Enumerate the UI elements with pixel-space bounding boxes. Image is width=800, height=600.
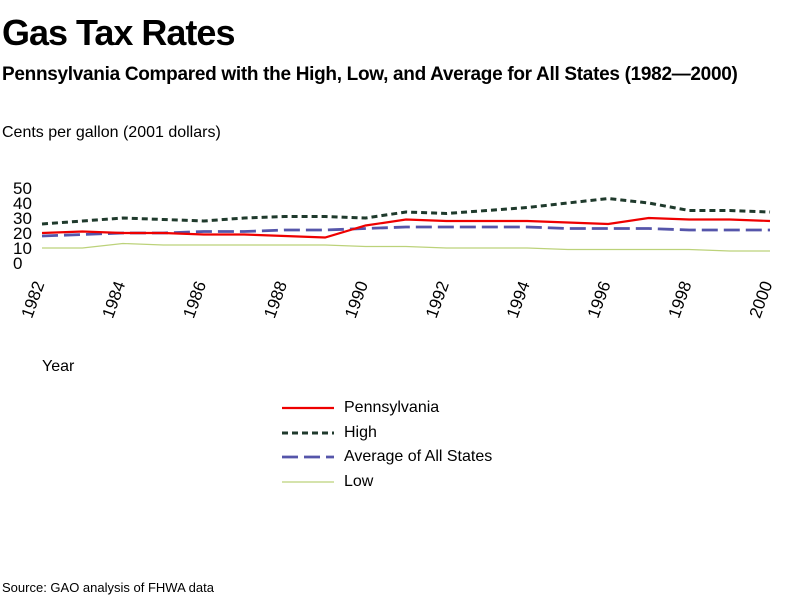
x-tick-label: 1982 (18, 279, 49, 321)
x-tick-label: 1984 (98, 279, 129, 321)
legend-label: Pennsylvania (344, 399, 440, 417)
chart-subtitle: Pennsylvania Compared with the High, Low… (2, 64, 738, 85)
x-axis-label: Year (42, 358, 75, 375)
legend-swatch (282, 481, 334, 483)
x-tick-label: 1996 (584, 279, 615, 321)
legend-label: Average of All States (344, 448, 493, 466)
legend-swatch (282, 407, 334, 410)
legend-label: Low (344, 472, 374, 490)
x-tick-label: 1994 (503, 279, 534, 321)
y-tick-label: 20 (13, 224, 32, 243)
series-line-average-of-all-states (41, 225, 770, 238)
y-tick-label: 0 (13, 254, 22, 273)
chart-title: Gas Tax Rates (2, 12, 235, 53)
y-axis-unit-label: Cents per gallon (2001 dollars) (2, 124, 221, 141)
x-tick-label: 1998 (665, 279, 696, 321)
x-tick-label: 1990 (341, 279, 372, 321)
y-tick-label: 40 (13, 194, 32, 213)
series-line-high (41, 196, 771, 226)
source-note: Source: GAO analysis of FHWA data (2, 580, 214, 595)
x-tick-label: 1992 (422, 279, 453, 321)
y-tick-label: 10 (13, 239, 32, 258)
legend-swatch (282, 455, 334, 459)
x-tick-label: 1988 (260, 279, 291, 321)
x-tick-label: 2000 (746, 279, 777, 321)
y-tick-label: 50 (13, 179, 32, 198)
legend-item: Average of All States (282, 445, 492, 470)
legend-label: High (344, 423, 377, 441)
legend-item: High (282, 421, 492, 446)
legend-item: Low (282, 470, 492, 495)
series-line-low (42, 242, 770, 252)
legend-item: Pennsylvania (282, 396, 492, 421)
series-line-pennsylvania (41, 216, 771, 239)
y-tick-label: 30 (13, 209, 32, 228)
x-tick-label: 1986 (179, 279, 210, 321)
legend: Pennsylvania High Average of All States Low (282, 396, 492, 494)
legend-swatch (282, 431, 334, 435)
